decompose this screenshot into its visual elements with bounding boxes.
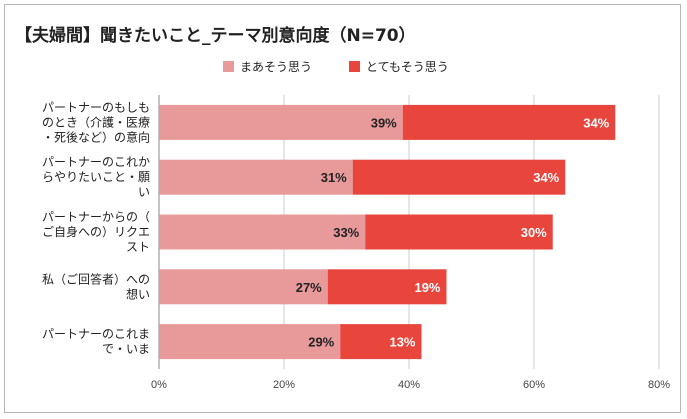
category-label-3-line-2: ご自身への）リクエ — [42, 224, 150, 239]
data-label-somewhat-4: 27% — [296, 280, 322, 295]
data-label-strongly-4: 19% — [414, 280, 440, 295]
x-tick-label-3: 40% — [398, 379, 420, 391]
chart-frame: 【夫婦間】聞きたいこと_テーマ別意向度（N=70） まあそう思う とてもそう思う … — [4, 4, 681, 413]
chart-title: 【夫婦間】聞きたいこと_テーマ別意向度（N=70） — [15, 25, 416, 46]
legend-label-1: まあそう思う — [240, 60, 312, 74]
legend-label-2: とてもそう思う — [366, 60, 449, 74]
bar-somewhat-3 — [159, 214, 366, 250]
category-label-2-line-2: らやりたいこと・願 — [42, 170, 150, 184]
x-tick-label-4: 60% — [523, 379, 545, 391]
category-label-5-line-2: で・いま — [102, 342, 150, 356]
stacked-bar-chart: 【夫婦間】聞きたいこと_テーマ別意向度（N=70） まあそう思う とてもそう思う … — [15, 25, 670, 391]
data-label-strongly-2: 34% — [533, 170, 559, 185]
category-label-4-line-2: 想い — [126, 286, 150, 301]
bar-strongly-2 — [352, 159, 566, 195]
bar-somewhat-1 — [159, 104, 403, 140]
category-label-3-line-3: スト — [126, 240, 150, 254]
category-label-1-line-1: パートナーのもしも — [42, 100, 150, 114]
legend-swatch-1 — [223, 61, 234, 72]
data-label-strongly-1: 34% — [583, 115, 609, 130]
bars: 39% 34% 31% 34% 33% 30% 27% 19% 29% 13% — [159, 104, 616, 360]
bar-somewhat-5 — [159, 324, 341, 360]
bar-somewhat-4 — [159, 269, 328, 305]
category-label-5-line-1: パートナーのこれま — [42, 327, 150, 341]
category-label-2-line-3: い — [138, 185, 150, 199]
legend-swatch-2 — [349, 61, 360, 72]
x-tick-label-1: 0% — [151, 379, 167, 391]
bar-strongly-1 — [402, 104, 616, 140]
legend: まあそう思う とてもそう思う — [223, 60, 449, 74]
data-label-somewhat-2: 31% — [321, 170, 347, 185]
category-label-2-line-1: パートナーのこれか — [42, 155, 150, 169]
x-tick-label-5: 80% — [648, 379, 670, 391]
bar-strongly-4 — [327, 269, 447, 305]
bar-somewhat-2 — [159, 159, 353, 195]
data-label-somewhat-5: 29% — [308, 335, 334, 350]
category-label-3-line-1: パートナーからの（ — [42, 210, 150, 224]
data-label-strongly-3: 30% — [521, 225, 547, 240]
data-label-strongly-5: 13% — [389, 335, 415, 350]
bar-strongly-3 — [365, 214, 553, 250]
category-label-1-line-2: のとき（介護・医療 — [42, 114, 150, 129]
category-label-1-line-3: ・死後など）の意向 — [42, 129, 150, 144]
x-tick-label-2: 20% — [273, 379, 295, 391]
category-labels: パートナーのもしものとき（介護・医療・死後など）の意向パートナーのこれからやりた… — [42, 100, 150, 356]
data-label-somewhat-1: 39% — [371, 115, 397, 130]
category-label-4-line-1: 私（ご回答者）への — [42, 271, 150, 286]
data-label-somewhat-3: 33% — [333, 225, 359, 240]
x-axis-ticks: 0% 20% 40% 60% 80% — [151, 379, 670, 391]
bar-strongly-5 — [340, 324, 422, 360]
